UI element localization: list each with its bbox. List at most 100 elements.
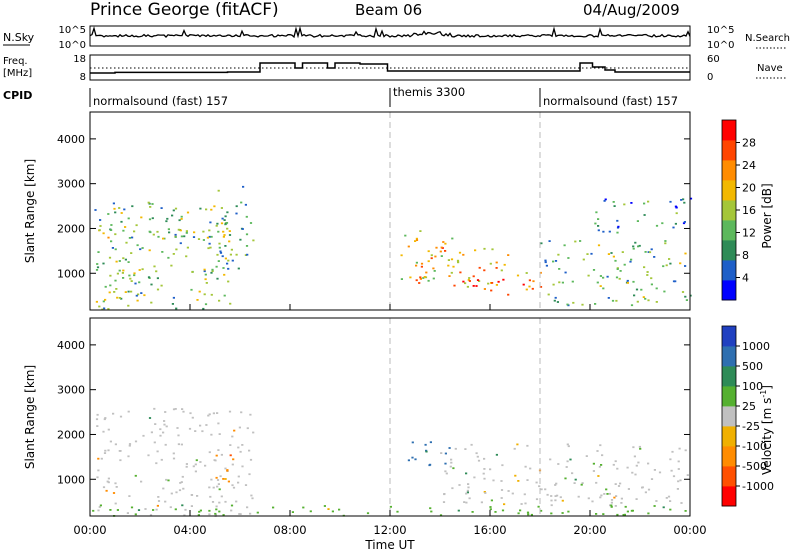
heatmap-cell — [465, 501, 468, 504]
heatmap-cell — [637, 245, 640, 248]
heatmap-cell — [684, 295, 687, 298]
heatmap-cell — [204, 464, 207, 467]
heatmap-cell — [210, 208, 213, 211]
heatmap-cell — [681, 291, 685, 293]
heatmap-cell — [177, 228, 180, 231]
heatmap-cell — [689, 197, 693, 200]
heatmap-cell — [586, 253, 589, 255]
heatmap-cell — [427, 260, 430, 263]
heatmap-cell — [567, 445, 570, 448]
heatmap-cell — [152, 509, 155, 511]
heatmap-cell — [425, 449, 428, 452]
heatmap-cell — [495, 284, 498, 286]
heatmap-cell — [116, 272, 119, 275]
heatmap-cell — [114, 482, 117, 485]
heatmap-cell — [143, 294, 146, 297]
heatmap-cell — [597, 475, 600, 477]
heatmap-cell — [189, 412, 192, 415]
heatmap-cell — [128, 237, 131, 239]
heatmap-cell — [155, 270, 158, 273]
y-tick-label: 1000 — [57, 473, 85, 486]
heatmap-cell — [495, 453, 498, 456]
heatmap-cell — [246, 253, 249, 256]
heatmap-cell — [134, 513, 137, 516]
heatmap-cell — [215, 224, 218, 227]
heatmap-cell — [633, 294, 636, 297]
heatmap-cell — [643, 202, 646, 205]
heatmap-cell — [528, 285, 531, 288]
heatmap-cell — [172, 209, 175, 212]
heatmap-cell — [102, 232, 105, 235]
heatmap-cell — [414, 240, 417, 242]
heatmap-cell — [103, 307, 106, 310]
colorbar-swatch — [722, 220, 736, 241]
heatmap-cell — [366, 512, 370, 515]
heatmap-cell — [552, 283, 555, 286]
heatmap-cell — [468, 497, 471, 500]
heatmap-cell — [133, 230, 136, 233]
heatmap-cell — [614, 483, 617, 485]
heatmap-cell — [669, 200, 672, 203]
heatmap-cell — [241, 444, 244, 446]
heatmap-cell — [500, 497, 503, 499]
heatmap-cell — [211, 270, 214, 272]
heatmap-cell — [118, 269, 121, 272]
y-tick-label: 4000 — [57, 339, 85, 352]
heatmap-cell — [242, 185, 245, 188]
heatmap-cell — [439, 514, 443, 517]
heatmap-cell — [183, 235, 186, 238]
heatmap-cell — [661, 222, 664, 225]
heatmap-cell — [573, 482, 576, 484]
heatmap-cell — [648, 251, 652, 254]
heatmap-cell — [226, 227, 229, 230]
heatmap-cell — [574, 478, 577, 481]
heatmap-cell — [239, 450, 242, 453]
velocity-time-gridlines — [389, 318, 541, 516]
heatmap-cell — [244, 484, 248, 486]
heatmap-cell — [467, 279, 470, 281]
heatmap-cell — [239, 513, 242, 515]
heatmap-cell — [327, 508, 330, 510]
heatmap-cell — [514, 474, 517, 477]
y-tick-label: 3000 — [57, 384, 85, 397]
heatmap-cell — [222, 514, 225, 516]
heatmap-cell — [526, 511, 530, 514]
heatmap-cell — [219, 252, 223, 254]
heatmap-cell — [424, 443, 427, 446]
heatmap-cell — [457, 509, 460, 512]
x-tick-label: 16:00 — [473, 523, 506, 537]
heatmap-cell — [592, 462, 595, 465]
nave-right-tick-bottom: 0 — [707, 72, 713, 83]
colorbar-swatch — [722, 466, 736, 487]
heatmap-cell — [540, 242, 543, 245]
heatmap-cell — [190, 505, 193, 507]
heatmap-cell — [226, 211, 229, 214]
heatmap-cell — [107, 449, 110, 452]
heatmap-cell — [130, 290, 133, 293]
heatmap-cell — [650, 283, 653, 286]
heatmap-cell — [637, 461, 640, 464]
heatmap-cell — [160, 207, 163, 209]
heatmap-cell — [636, 220, 639, 222]
heatmap-cell — [148, 202, 151, 205]
heatmap-cell — [631, 509, 634, 512]
heatmap-cell — [183, 514, 186, 517]
heatmap-cell — [227, 259, 230, 262]
heatmap-cell — [228, 230, 231, 232]
heatmap-cell — [214, 512, 217, 515]
heatmap-cell — [161, 251, 164, 253]
heatmap-cell — [415, 279, 418, 282]
colorbar-tick-label: -25 — [742, 420, 760, 433]
heatmap-cell — [198, 510, 201, 513]
heatmap-cell — [218, 246, 221, 249]
heatmap-cell — [165, 478, 168, 481]
heatmap-cell — [680, 199, 683, 201]
heatmap-cell — [216, 253, 219, 256]
x-tick-label: 08:00 — [273, 523, 306, 537]
heatmap-cell — [127, 304, 130, 307]
heatmap-cell — [223, 294, 226, 297]
heatmap-cell — [122, 269, 125, 272]
heatmap-cell — [616, 467, 619, 470]
heatmap-cell — [218, 501, 221, 504]
heatmap-cell — [452, 265, 455, 268]
